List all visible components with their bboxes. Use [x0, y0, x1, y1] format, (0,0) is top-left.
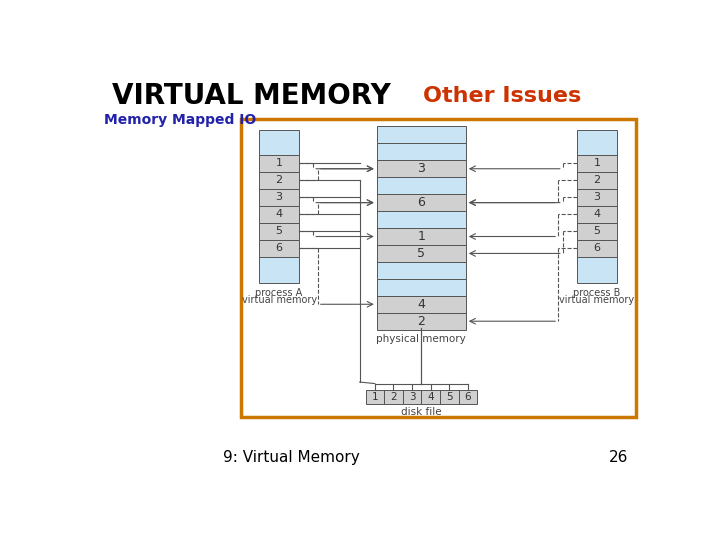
Text: 6: 6	[418, 196, 426, 209]
Text: 9: Virtual Memory: 9: Virtual Memory	[223, 450, 360, 465]
Bar	[459, 390, 477, 403]
Text: 2: 2	[418, 315, 426, 328]
Bar	[366, 390, 384, 403]
Bar	[259, 222, 300, 240]
Bar	[377, 177, 466, 194]
Text: process A: process A	[256, 288, 302, 298]
Bar	[440, 390, 459, 403]
Text: 3: 3	[276, 192, 283, 202]
Bar	[377, 262, 466, 279]
Bar	[259, 155, 300, 172]
Bar	[377, 160, 466, 177]
Text: 2: 2	[276, 176, 283, 185]
Bar	[577, 256, 617, 284]
Text: 6: 6	[464, 392, 471, 402]
Bar	[577, 172, 617, 189]
Bar	[577, 155, 617, 172]
Text: VIRTUAL MEMORY: VIRTUAL MEMORY	[112, 82, 390, 110]
Text: 3: 3	[593, 192, 600, 202]
Text: 1: 1	[418, 230, 426, 243]
Text: 2: 2	[390, 392, 397, 402]
Bar	[577, 130, 617, 155]
Bar	[384, 390, 402, 403]
Text: 5: 5	[593, 226, 600, 236]
Bar	[377, 228, 466, 245]
Bar	[259, 206, 300, 222]
Bar	[402, 390, 421, 403]
Text: 4: 4	[593, 209, 600, 219]
Bar	[377, 143, 466, 160]
Text: 4: 4	[418, 298, 426, 310]
Bar	[259, 256, 300, 284]
Bar	[259, 172, 300, 189]
Bar	[377, 296, 466, 313]
Text: 6: 6	[593, 243, 600, 253]
Bar	[421, 390, 440, 403]
Bar	[377, 313, 466, 330]
Bar	[377, 245, 466, 262]
Bar	[259, 130, 300, 155]
Bar	[377, 194, 466, 211]
Text: 5: 5	[276, 226, 283, 236]
Text: process B: process B	[573, 288, 621, 298]
Text: Memory Mapped IO: Memory Mapped IO	[104, 113, 256, 127]
Bar	[259, 189, 300, 206]
Bar	[259, 240, 300, 256]
Text: 3: 3	[409, 392, 415, 402]
Text: 4: 4	[276, 209, 283, 219]
Text: Other Issues: Other Issues	[423, 86, 582, 106]
Text: virtual memory: virtual memory	[241, 295, 317, 305]
Text: 1: 1	[276, 158, 283, 168]
Text: 2: 2	[593, 176, 600, 185]
Text: physical memory: physical memory	[377, 334, 466, 343]
Text: virtual memory: virtual memory	[559, 295, 634, 305]
Text: disk file: disk file	[401, 407, 441, 417]
Text: 1: 1	[372, 392, 378, 402]
Text: 3: 3	[418, 162, 426, 176]
Bar	[377, 279, 466, 296]
Text: 6: 6	[276, 243, 283, 253]
Bar	[241, 119, 636, 417]
Text: 26: 26	[609, 450, 629, 465]
Bar	[377, 126, 466, 143]
Text: 5: 5	[446, 392, 453, 402]
Text: 5: 5	[418, 247, 426, 260]
Bar	[577, 222, 617, 240]
Text: 4: 4	[427, 392, 434, 402]
Bar	[377, 211, 466, 228]
Text: 1: 1	[593, 158, 600, 168]
Bar	[577, 189, 617, 206]
Bar	[577, 206, 617, 222]
Bar	[577, 240, 617, 256]
